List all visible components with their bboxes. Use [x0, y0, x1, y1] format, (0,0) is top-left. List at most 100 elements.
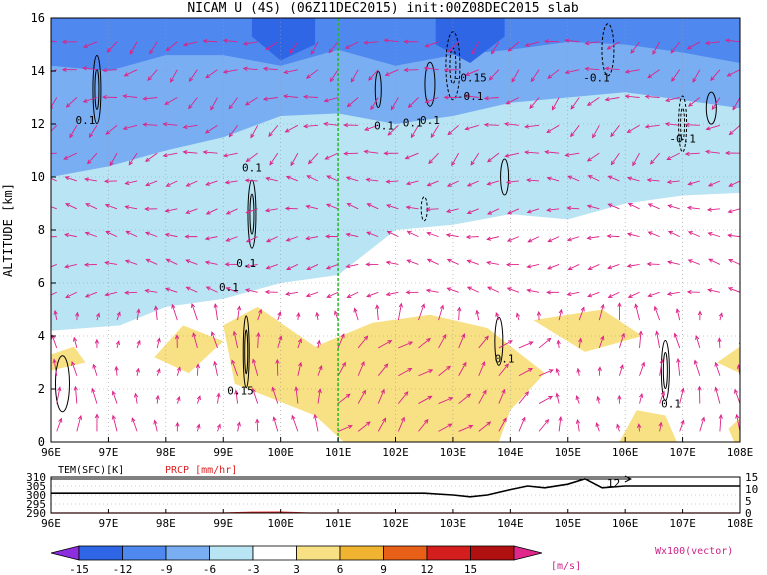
wind-arrow-head — [586, 157, 592, 162]
wind-arrow-head — [104, 203, 110, 208]
wind-arrow-head — [464, 126, 470, 131]
wind-arrow — [367, 203, 379, 210]
wind-arrow-head — [361, 389, 366, 395]
wind-arrow — [728, 180, 740, 187]
wind-arrow — [588, 175, 600, 182]
wind-arrow-head — [350, 77, 355, 83]
wind-arrow-head — [652, 50, 657, 56]
wind-arrow-head — [195, 363, 201, 369]
wind-arrow-head — [353, 307, 358, 313]
wind-arrow-head — [451, 161, 456, 167]
wind-arrow-head — [483, 96, 489, 101]
wind-arrow-head — [466, 393, 472, 398]
wind-arrow-head — [607, 203, 613, 208]
colorbar-tick-label: 15 — [464, 563, 477, 575]
wind-arrow-head — [710, 76, 715, 82]
wind-arrow-head — [486, 181, 492, 186]
wind-arrow — [243, 41, 258, 45]
wind-arrow — [143, 97, 158, 100]
wind-arrow-head — [443, 95, 449, 100]
wind-arrow — [487, 180, 499, 185]
wind-arrow-head — [306, 266, 312, 271]
wind-arrow — [252, 388, 259, 404]
wind-arrow — [576, 395, 580, 404]
wind-arrow — [347, 97, 359, 107]
wind-arrow — [438, 423, 452, 432]
wind-arrow — [408, 97, 419, 108]
wind-arrow-head — [446, 287, 452, 292]
wind-arrow-head — [486, 421, 492, 426]
wind-arrow — [283, 95, 298, 98]
wind-arrow-head — [566, 206, 572, 211]
wind-arrow-head — [345, 176, 351, 181]
wind-arrow — [694, 360, 701, 376]
wind-arrow — [76, 415, 82, 432]
contour-loop — [242, 315, 250, 389]
wind-arrow-head — [216, 392, 221, 398]
wind-arrow-head — [564, 69, 570, 75]
wind-arrow — [418, 395, 432, 404]
wind-arrow-head — [511, 77, 516, 83]
y-tick-label: 12 — [31, 117, 45, 131]
wind-arrow-head — [345, 263, 351, 269]
wind-arrow — [487, 152, 500, 163]
wind-arrow-head — [647, 231, 653, 236]
wind-arrow-head — [325, 234, 330, 239]
wind-arrow — [406, 206, 419, 210]
wind-arrow — [618, 365, 624, 376]
wind-arrow — [688, 259, 700, 265]
wind-arrow-head — [665, 97, 671, 103]
wind-arrow — [163, 152, 178, 157]
wind-arrow-head — [83, 262, 89, 267]
wind-arrow — [507, 208, 520, 215]
wind-arrow-head — [175, 421, 180, 427]
contour-loop — [705, 91, 717, 125]
wind-arrow — [123, 95, 138, 98]
wind-arrow — [505, 152, 520, 157]
wind-arrow — [273, 417, 279, 432]
wind-arrow-head — [524, 150, 529, 155]
wind-arrow-head — [302, 94, 308, 100]
wind-arrow-head — [426, 231, 432, 236]
shading-region — [154, 325, 224, 374]
wind-arrow — [478, 421, 491, 432]
wind-arrow-head — [461, 333, 466, 339]
wind-arrow-head — [587, 266, 593, 270]
colorbar-swatch — [296, 545, 341, 561]
wind-arrow-head — [269, 160, 274, 166]
wind-arrow-head — [149, 49, 154, 55]
contour-label: -0.1 — [457, 90, 484, 103]
wind-arrow-head — [578, 337, 583, 343]
wind-arrow-head — [236, 305, 242, 311]
wind-arrow — [538, 419, 549, 432]
wind-arrow-head — [558, 416, 563, 422]
wind-arrow-head — [405, 290, 411, 295]
wind-arrow-head — [564, 38, 570, 43]
wind-arrow-head — [135, 367, 140, 373]
wind-arrow-head — [213, 303, 218, 309]
wind-arrow-head — [530, 77, 536, 83]
wind-arrow-head — [265, 265, 271, 270]
wind-arrow — [695, 335, 701, 349]
wind-arrow-head — [297, 338, 302, 344]
contour-loop — [662, 351, 668, 389]
wind-arrow-head — [184, 234, 190, 239]
wind-arrow — [425, 41, 439, 47]
wind-arrow-head — [51, 334, 56, 340]
wind-arrow — [727, 69, 740, 77]
wind-arrow — [183, 124, 198, 128]
wind-arrow-head — [51, 106, 54, 110]
wind-arrow — [587, 97, 600, 106]
wind-arrow — [518, 391, 529, 404]
wind-arrow-head — [566, 291, 572, 297]
wind-arrow — [266, 264, 278, 269]
wind-arrow-head — [504, 153, 510, 158]
wind-arrow-head — [145, 182, 151, 187]
wind-arrow — [495, 312, 500, 321]
wind-arrow — [525, 41, 540, 47]
wind-arrow — [628, 203, 640, 210]
wind-arrow — [692, 69, 701, 83]
wind-arrow — [627, 124, 640, 133]
wind-arrow-head — [484, 335, 489, 341]
